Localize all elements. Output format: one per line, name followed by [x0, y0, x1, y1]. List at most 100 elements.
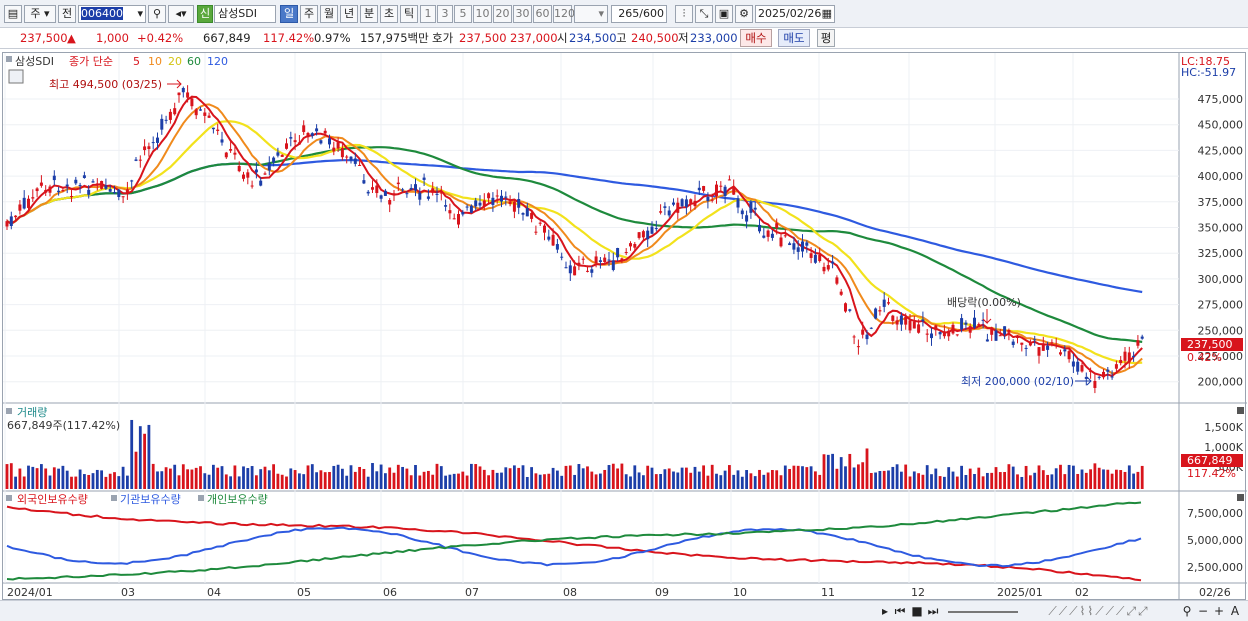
- stock-name-field[interactable]: 삼성SDI: [214, 5, 276, 23]
- candle-body: [414, 184, 417, 191]
- current-pct-text: 0.42%: [1187, 351, 1222, 364]
- candle-body: [878, 310, 882, 312]
- text-tool-icon[interactable]: A: [1230, 604, 1240, 618]
- candle-body: [560, 256, 564, 258]
- candle-body: [568, 265, 572, 274]
- stock-code-input[interactable]: 006400 ▾: [78, 5, 146, 23]
- search-icon[interactable]: ⚲: [148, 5, 166, 23]
- period-week-tab[interactable]: 주: [300, 5, 318, 23]
- volume-bar: [973, 473, 976, 489]
- candle-body: [160, 118, 164, 130]
- holdings-y-tick-label: 2,500,000: [1187, 561, 1243, 574]
- volume-bar: [650, 467, 654, 489]
- volume-bar: [22, 476, 26, 489]
- volume-bar: [861, 462, 865, 489]
- period-second-tab[interactable]: 초: [380, 5, 398, 23]
- volume-bar: [1132, 473, 1135, 489]
- window-menu-icon[interactable]: ▤: [4, 5, 22, 23]
- candle-body: [912, 321, 916, 329]
- candle-body: [207, 115, 211, 118]
- panel-close-icon[interactable]: [1237, 494, 1244, 501]
- candle-body: [27, 198, 30, 208]
- date-input[interactable]: 2025/02/26 ▦: [755, 5, 835, 23]
- volume-bar: [783, 465, 787, 489]
- indicator-icon[interactable]: ⫶: [675, 5, 693, 23]
- volume-bar: [1041, 470, 1045, 489]
- minus-icon[interactable]: −: [1197, 604, 1209, 618]
- x-tick-label: 02: [1075, 586, 1089, 599]
- volume-bar: [740, 476, 744, 489]
- panel-close-icon[interactable]: [1237, 407, 1244, 414]
- lc-value: LC:18.75: [1181, 55, 1230, 68]
- volume-bar: [788, 468, 791, 489]
- minute-3-button[interactable]: 3: [437, 5, 453, 23]
- period-year-tab[interactable]: 년: [340, 5, 358, 23]
- volume-bar: [366, 476, 370, 489]
- candle-body: [233, 152, 237, 155]
- drawing-tools-icon[interactable]: ⟋⟋⟋⌇⌇⟋⟋⟋⤢⤢: [1048, 604, 1150, 618]
- period-minute-tab[interactable]: 분: [360, 5, 378, 23]
- minute-10-button[interactable]: 10: [473, 5, 492, 23]
- market-kind-select[interactable]: 주 ▾: [24, 5, 56, 23]
- chart-svg[interactable]: 475,000 450,000 425,000 400,000 375,000 350,0…: [3, 53, 1247, 601]
- plus-icon[interactable]: +: [1213, 604, 1225, 618]
- volume-bar: [616, 468, 619, 489]
- volume-bar: [289, 468, 293, 489]
- volume-bar: [151, 463, 155, 489]
- zoom-icon[interactable]: ⚲: [1182, 604, 1192, 618]
- fast-forward-icon[interactable]: ⏭: [927, 604, 939, 618]
- volume-bar: [624, 474, 628, 489]
- period-day-tab[interactable]: 일: [280, 5, 298, 23]
- minute-120-button[interactable]: 120: [553, 5, 575, 23]
- candle-body: [590, 269, 594, 273]
- volume-bar: [323, 472, 327, 489]
- buy-button[interactable]: 매수: [740, 29, 772, 47]
- minute-60-button[interactable]: 60: [533, 5, 552, 23]
- candle-body: [637, 232, 641, 238]
- period-tick-tab[interactable]: 틱: [400, 5, 418, 23]
- minute-20-button[interactable]: 20: [493, 5, 512, 23]
- volume-bar: [272, 464, 275, 489]
- settings-icon[interactable]: ⚙: [735, 5, 753, 23]
- sell-button[interactable]: 매도: [778, 29, 810, 47]
- tool-icon[interactable]: ⤡: [695, 5, 713, 23]
- rewind-icon[interactable]: ⏮: [894, 604, 906, 618]
- candle-body: [663, 206, 667, 208]
- candle-body: [478, 202, 482, 206]
- evaluate-button[interactable]: 평: [817, 29, 835, 47]
- minute-1-button[interactable]: 1: [420, 5, 436, 23]
- volume-bar: [190, 469, 194, 489]
- custom-period-select[interactable]: ▾: [574, 5, 608, 23]
- volume-bar: [831, 453, 834, 489]
- save-icon[interactable]: ▣: [715, 5, 733, 23]
- volume-bar: [336, 464, 340, 489]
- bar-count-field[interactable]: 265/600: [611, 5, 667, 23]
- volume-bar: [1016, 474, 1019, 489]
- minute-30-button[interactable]: 30: [513, 5, 532, 23]
- candle-body: [57, 190, 61, 193]
- chart-area[interactable]: 475,000 450,000 425,000 400,000 375,000 350,0…: [2, 52, 1247, 601]
- volume-bar: [719, 475, 723, 489]
- y-tick-label: 200,000: [1198, 376, 1244, 389]
- volume-bar: [242, 466, 245, 489]
- speaker-icon[interactable]: ◂▾: [168, 5, 194, 23]
- candle-body: [366, 191, 370, 194]
- play-icon[interactable]: ▸: [881, 604, 889, 618]
- volume-bar: [100, 470, 103, 489]
- prev-button[interactable]: 전: [58, 5, 76, 23]
- candle-body: [659, 211, 663, 213]
- volume-bar: [839, 457, 843, 489]
- period-month-tab[interactable]: 월: [320, 5, 338, 23]
- volume-bar: [637, 472, 641, 489]
- data-table-icon[interactable]: [8, 69, 24, 84]
- candle-body: [616, 248, 620, 258]
- zoom-slider[interactable]: [948, 603, 1018, 613]
- volume-bar: [1003, 472, 1006, 489]
- candle-body: [39, 182, 43, 186]
- stop-icon[interactable]: ■: [911, 604, 923, 618]
- candle-body: [1140, 336, 1144, 339]
- candle-body: [388, 199, 392, 205]
- minute-5-button[interactable]: 5: [454, 5, 472, 23]
- candle-body: [758, 224, 761, 232]
- volume-bar: [401, 466, 404, 489]
